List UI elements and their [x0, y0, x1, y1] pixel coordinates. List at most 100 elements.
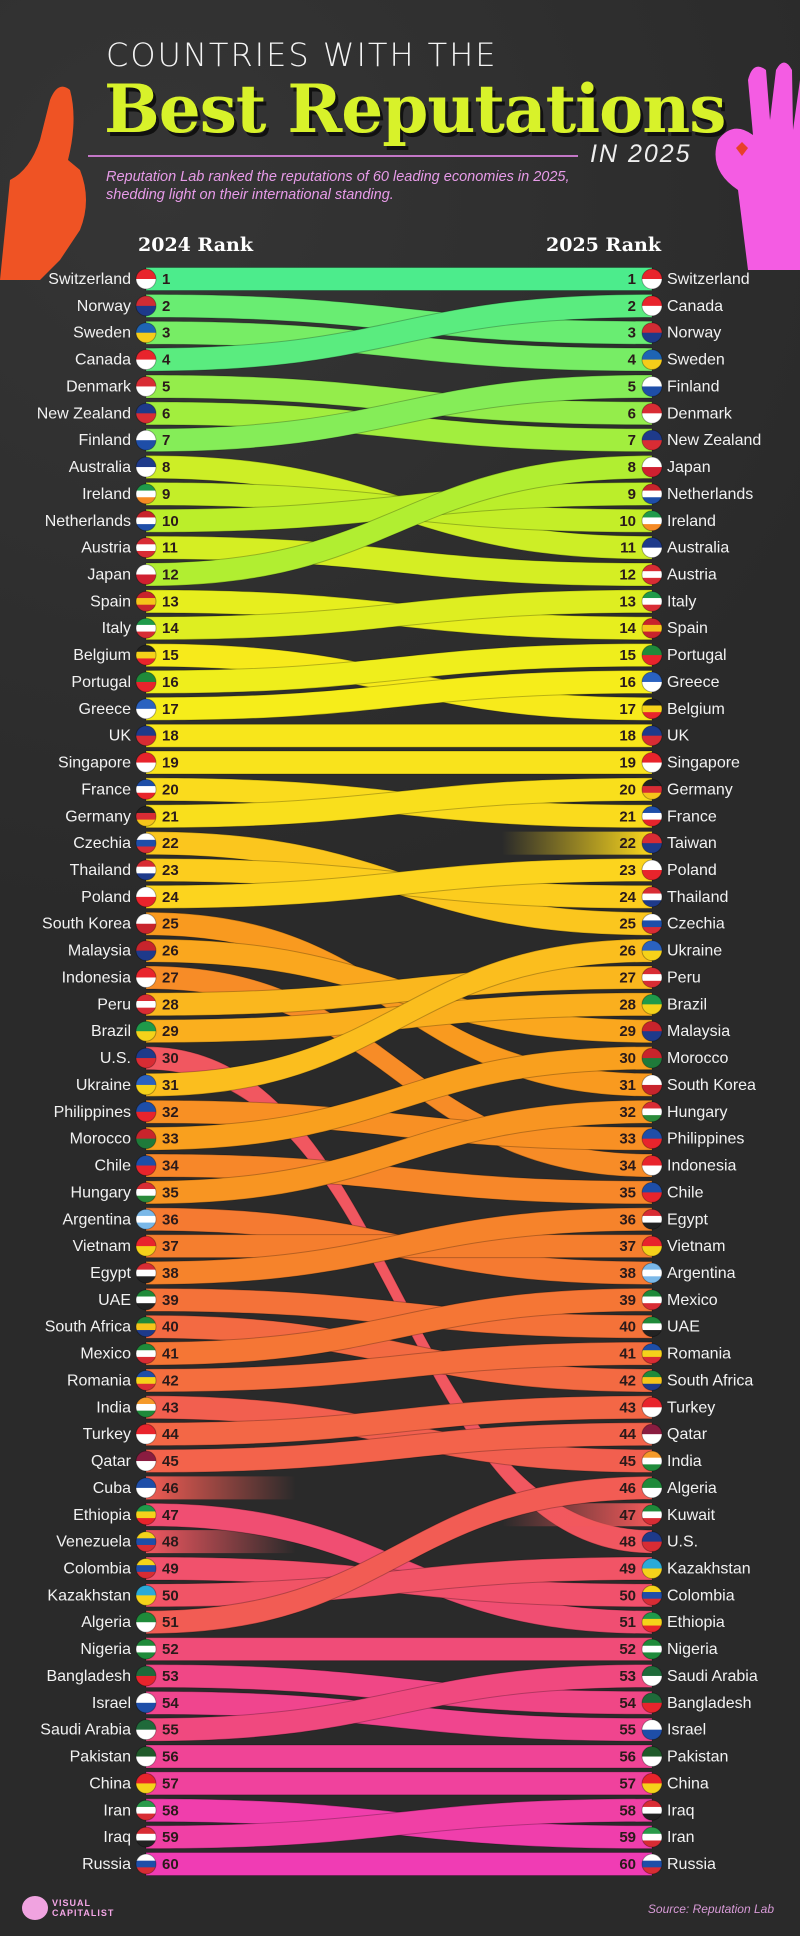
- left-rank-label: 47: [162, 1507, 179, 1524]
- band-algeria: [145, 1475, 653, 1635]
- left-rank-label: 45: [162, 1453, 179, 1470]
- right-rank-label: 22: [619, 835, 636, 852]
- left-country-label: New Zealand: [37, 405, 131, 422]
- right-country-label: Malaysia: [667, 1023, 730, 1040]
- flag-saudi-arabia-icon: [135, 1719, 157, 1741]
- flag-algeria-icon: [135, 1611, 157, 1633]
- title-line1: COUNTRIES WITH THE: [106, 36, 498, 74]
- left-country-label: China: [89, 1775, 131, 1792]
- right-rank-label: 60: [619, 1856, 636, 1873]
- flag-peru-icon: [135, 993, 157, 1015]
- left-country-label: Hungary: [71, 1184, 131, 1201]
- left-rank-label: 1: [162, 271, 170, 288]
- flag-finland-icon: [641, 375, 663, 397]
- ok-hand-icon: [715, 62, 800, 270]
- right-country-label: Bangladesh: [667, 1695, 752, 1712]
- left-country-label: Peru: [97, 996, 131, 1013]
- right-country-label: Russia: [667, 1856, 716, 1873]
- flag-ethiopia-icon: [641, 1611, 663, 1633]
- left-country-label: Qatar: [91, 1453, 132, 1470]
- flag-egypt-icon: [135, 1262, 157, 1284]
- right-rank-label: 4: [628, 352, 637, 369]
- right-country-label: Canada: [667, 298, 723, 315]
- right-rank-label: 31: [619, 1077, 636, 1094]
- band-netherlands: [145, 481, 653, 533]
- left-country-label: Netherlands: [45, 513, 131, 530]
- left-rank-label: 43: [162, 1399, 179, 1416]
- right-country-label: Greece: [667, 674, 720, 691]
- band-peru: [145, 965, 653, 1017]
- right-rank-label: 37: [619, 1238, 636, 1255]
- right-country-label: Italy: [667, 593, 696, 610]
- flag-singapore-icon: [641, 752, 663, 774]
- band-switzerland: [145, 266, 653, 292]
- right-rank-label: 11: [620, 540, 636, 557]
- left-country-label: Morocco: [70, 1131, 131, 1148]
- right-country-label: Denmark: [667, 405, 733, 422]
- flag-argentina-icon: [135, 1208, 157, 1230]
- right-country-label: Japan: [667, 459, 711, 476]
- band-russia: [145, 1851, 653, 1877]
- right-rank-label: 56: [619, 1749, 636, 1766]
- flag-bangladesh-icon: [135, 1665, 157, 1687]
- left-rank-label: 32: [162, 1104, 179, 1121]
- right-country-label: France: [667, 808, 717, 825]
- flag-malaysia-icon: [135, 940, 157, 962]
- flag-kazakhstan-icon: [641, 1557, 663, 1579]
- flag-iraq-icon: [135, 1826, 157, 1848]
- flag-indonesia-icon: [135, 966, 157, 988]
- left-rank-label: 3: [162, 325, 170, 342]
- left-country-label: Australia: [69, 459, 131, 476]
- flag-philippines-icon: [641, 1128, 663, 1150]
- left-country-label: Portugal: [71, 674, 131, 691]
- right-country-label: Algeria: [667, 1480, 717, 1497]
- left-rank-label: 57: [162, 1775, 179, 1792]
- flag-china-icon: [135, 1772, 157, 1794]
- right-country-label: Chile: [667, 1184, 704, 1201]
- flag-denmark-icon: [135, 375, 157, 397]
- left-country-label: France: [81, 781, 131, 798]
- band-egypt: [145, 1207, 653, 1285]
- right-rank-label: 26: [619, 943, 636, 960]
- left-rank-label: 27: [162, 969, 179, 986]
- left-rank-label: 21: [162, 808, 179, 825]
- flag-u-s-icon: [135, 1047, 157, 1069]
- left-rank-label: 18: [162, 728, 179, 745]
- band-stub-taiwan: [502, 831, 652, 855]
- right-rank-label: 25: [619, 916, 636, 933]
- flag-south-africa-icon: [641, 1369, 663, 1391]
- flag-belgium-icon: [135, 644, 157, 666]
- flag-brazil-icon: [641, 993, 663, 1015]
- flag-poland-icon: [135, 886, 157, 908]
- band-iraq: [145, 1798, 653, 1850]
- right-rank-label: 34: [619, 1158, 636, 1175]
- left-country-label: Malaysia: [68, 943, 131, 960]
- right-rank-label: 20: [619, 781, 636, 798]
- right-country-label: Qatar: [667, 1426, 708, 1443]
- right-country-label: Portugal: [667, 647, 727, 664]
- right-rank-label: 14: [619, 620, 636, 637]
- flag-canada-icon: [135, 349, 157, 371]
- left-rank-label: 51: [162, 1614, 179, 1631]
- right-country-label: Taiwan: [667, 835, 717, 852]
- flag-chile-icon: [641, 1181, 663, 1203]
- right-country-label: Peru: [667, 969, 701, 986]
- right-rank-label: 3: [628, 325, 636, 342]
- flag-singapore-icon: [135, 752, 157, 774]
- flag-japan-icon: [135, 564, 157, 586]
- left-rank-label: 7: [162, 432, 170, 449]
- left-rank-label: 55: [162, 1722, 179, 1739]
- left-rank-label: 30: [162, 1050, 179, 1067]
- band-uk: [145, 723, 653, 748]
- flag-venezuela-icon: [135, 1531, 157, 1553]
- right-country-label: UK: [667, 728, 690, 745]
- right-rank-label: 54: [619, 1695, 636, 1712]
- flag-poland-icon: [641, 859, 663, 881]
- left-rank-label: 8: [162, 459, 170, 476]
- visual-capitalist-logo: VISUAL CAPITALIST: [22, 1896, 122, 1920]
- flag-germany-icon: [641, 778, 663, 800]
- left-rank-label: 28: [162, 996, 179, 1013]
- band-stub-cuba: [146, 1476, 296, 1500]
- left-country-label: Venezuela: [56, 1534, 131, 1551]
- right-rank-label: 53: [619, 1668, 636, 1685]
